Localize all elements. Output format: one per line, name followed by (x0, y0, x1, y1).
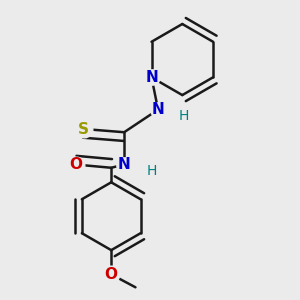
Text: N: N (145, 70, 158, 85)
Text: H: H (146, 164, 157, 178)
Text: N: N (152, 102, 164, 117)
Text: N: N (118, 157, 130, 172)
Text: O: O (105, 267, 118, 282)
Text: O: O (69, 157, 82, 172)
Text: H: H (179, 109, 189, 123)
Text: S: S (78, 122, 89, 136)
